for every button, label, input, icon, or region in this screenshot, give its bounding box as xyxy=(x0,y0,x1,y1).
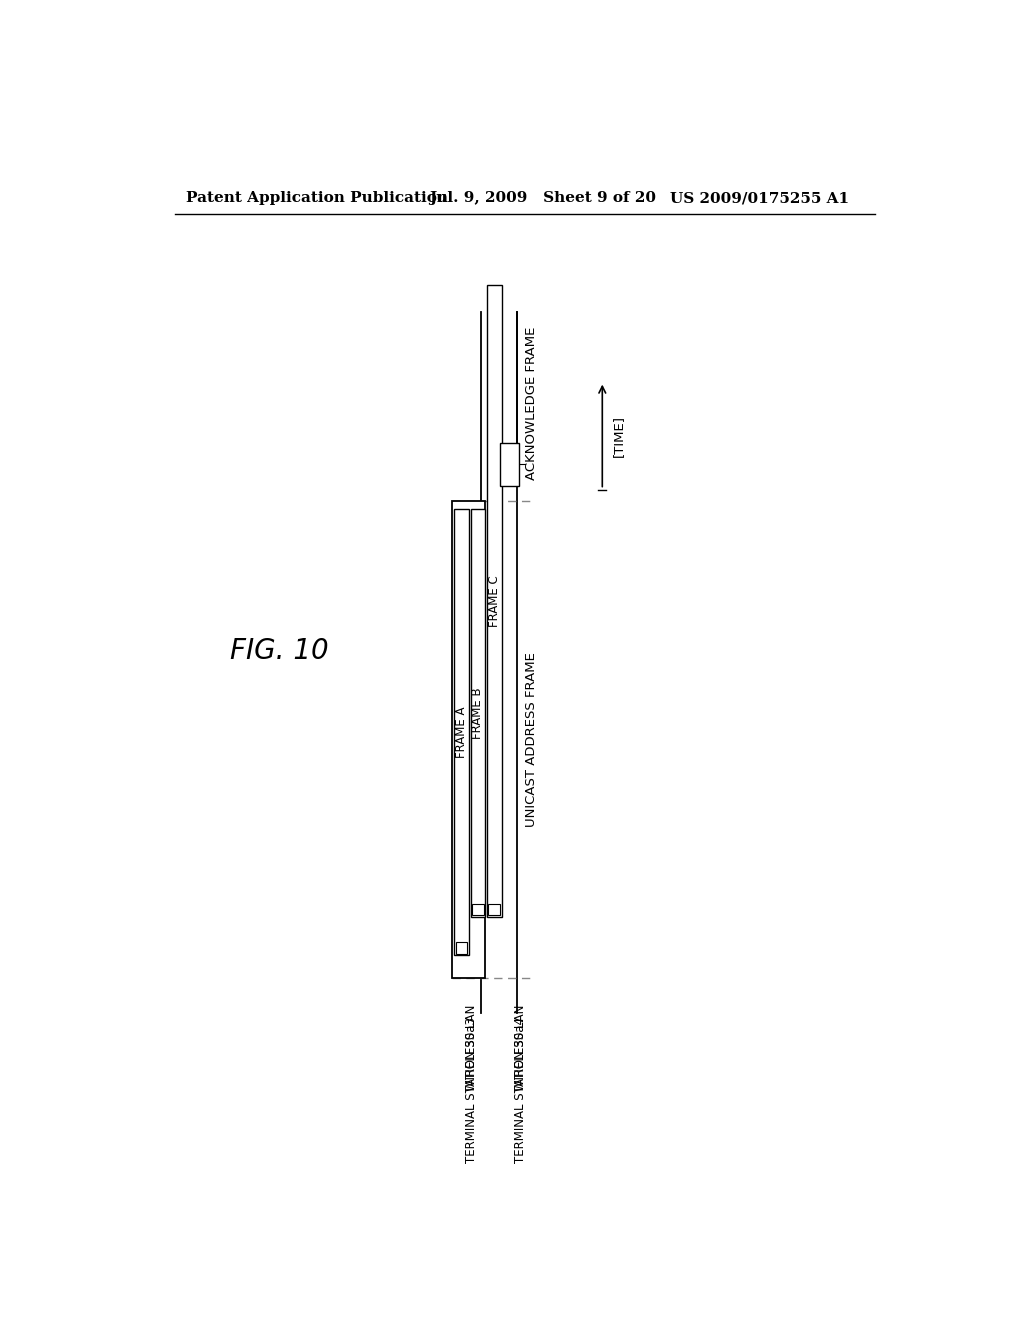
Bar xyxy=(500,444,519,486)
Text: FRAME C: FRAME C xyxy=(487,576,501,627)
Bar xyxy=(488,904,500,915)
Text: US 2009/0175255 A1: US 2009/0175255 A1 xyxy=(671,191,850,206)
Text: UNICAST ADDRESS FRAME: UNICAST ADDRESS FRAME xyxy=(524,652,538,828)
Text: FRAME B: FRAME B xyxy=(471,686,484,739)
Bar xyxy=(455,508,469,956)
Bar xyxy=(452,502,485,978)
Text: TERMINAL STATION 30a3: TERMINAL STATION 30a3 xyxy=(465,1018,478,1163)
Text: WIRELESS LAN: WIRELESS LAN xyxy=(514,1005,526,1090)
Bar xyxy=(486,285,502,917)
Text: [TIME]: [TIME] xyxy=(611,414,625,457)
Text: Patent Application Publication: Patent Application Publication xyxy=(186,191,449,206)
Text: FIG. 10: FIG. 10 xyxy=(229,638,329,665)
Bar xyxy=(471,508,485,917)
Bar xyxy=(472,904,483,915)
Text: TERMINAL STATION 30a4: TERMINAL STATION 30a4 xyxy=(514,1018,526,1163)
Text: ACKNOWLEDGE FRAME: ACKNOWLEDGE FRAME xyxy=(524,326,538,479)
Text: WIRELESS LAN: WIRELESS LAN xyxy=(465,1005,478,1090)
Text: Jul. 9, 2009   Sheet 9 of 20: Jul. 9, 2009 Sheet 9 of 20 xyxy=(429,191,655,206)
Text: FRAME A: FRAME A xyxy=(455,706,468,758)
Bar xyxy=(456,942,467,954)
